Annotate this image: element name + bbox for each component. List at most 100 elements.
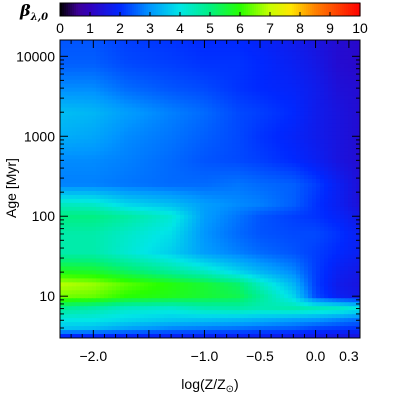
heatmap-cell xyxy=(156,75,161,81)
heatmap-cell xyxy=(172,63,177,69)
colorbar-segment xyxy=(266,3,269,16)
heatmap-cell xyxy=(256,210,261,216)
heatmap-cell xyxy=(244,159,249,164)
heatmap-cell xyxy=(304,131,309,136)
heatmap-cell xyxy=(200,163,205,168)
heatmap-cell xyxy=(192,262,197,268)
heatmap-cell xyxy=(96,190,101,196)
heatmap-cell xyxy=(340,87,345,93)
heatmap-cell xyxy=(124,222,129,228)
heatmap-cell xyxy=(276,43,281,49)
heatmap-cell xyxy=(60,254,65,260)
heatmap-cell xyxy=(224,206,229,212)
heatmap-cell xyxy=(276,47,281,53)
heatmap-cell xyxy=(196,270,201,276)
heatmap-cell xyxy=(152,274,157,279)
heatmap-cell xyxy=(340,194,345,200)
heatmap-cell xyxy=(88,242,93,248)
heatmap-cell xyxy=(244,175,249,180)
heatmap-cell xyxy=(132,131,137,136)
heatmap-cell xyxy=(164,103,169,109)
heatmap-cell xyxy=(124,119,129,125)
heatmap-cell xyxy=(344,214,349,220)
heatmap-cell xyxy=(308,262,313,268)
heatmap-cell xyxy=(160,159,165,164)
heatmap-cell xyxy=(96,71,101,77)
heatmap-cell xyxy=(336,131,341,136)
heatmap-cell xyxy=(212,139,217,144)
heatmap-cell xyxy=(136,183,141,188)
heatmap-cell xyxy=(80,87,85,93)
heatmap-cell xyxy=(196,214,201,220)
heatmap-cell xyxy=(204,183,209,188)
heatmap-cell xyxy=(284,119,289,125)
heatmap-cell xyxy=(224,190,229,196)
heatmap-cell xyxy=(96,147,101,152)
heatmap-cell xyxy=(240,171,245,176)
heatmap-cell xyxy=(128,294,133,299)
heatmap-cell xyxy=(348,218,353,224)
heatmap-cell xyxy=(324,63,329,69)
heatmap-cell xyxy=(220,79,225,85)
heatmap-cell xyxy=(152,214,157,220)
heatmap-cell xyxy=(252,155,257,160)
heatmap-cell xyxy=(88,187,93,192)
heatmap-cell xyxy=(244,87,249,93)
heatmap-cell xyxy=(160,107,165,113)
heatmap-cell xyxy=(236,159,241,164)
heatmap-cell xyxy=(232,111,237,117)
heatmap-cell xyxy=(208,222,213,228)
heatmap-cell xyxy=(172,262,177,268)
heatmap-cell xyxy=(164,230,169,236)
heatmap-cell xyxy=(80,127,85,132)
heatmap-cell xyxy=(152,99,157,105)
heatmap-cell xyxy=(68,127,73,132)
heatmap-cell xyxy=(236,123,241,129)
heatmap-cell xyxy=(144,250,149,256)
heatmap-cell xyxy=(152,103,157,109)
heatmap-cell xyxy=(272,238,277,244)
heatmap-cell xyxy=(280,234,285,240)
heatmap-cell xyxy=(208,234,213,240)
heatmap-cell xyxy=(284,51,289,57)
heatmap-cell xyxy=(60,127,65,132)
heatmap-cell xyxy=(144,254,149,260)
heatmap-cell xyxy=(212,79,217,85)
heatmap-cell xyxy=(144,163,149,168)
heatmap-cell xyxy=(352,266,357,272)
heatmap-cell xyxy=(244,198,249,204)
heatmap-cell xyxy=(152,123,157,129)
heatmap-cell xyxy=(148,266,153,272)
heatmap-cell xyxy=(220,163,225,168)
heatmap-cell xyxy=(152,63,157,69)
heatmap-cell xyxy=(180,63,185,69)
heatmap-cell xyxy=(260,290,265,295)
heatmap-cell xyxy=(264,147,269,152)
heatmap-cell xyxy=(180,119,185,125)
heatmap-cell xyxy=(180,274,185,279)
heatmap-cell xyxy=(184,131,189,136)
heatmap-cell xyxy=(108,286,113,291)
heatmap-cell xyxy=(272,226,277,232)
heatmap-cell xyxy=(228,250,233,256)
heatmap-cell xyxy=(164,59,169,65)
heatmap-cell xyxy=(336,258,341,264)
heatmap-cell xyxy=(160,119,165,125)
heatmap-cell xyxy=(268,234,273,240)
heatmap-cell xyxy=(352,59,357,65)
heatmap-cell xyxy=(208,230,213,236)
heatmap-cell xyxy=(140,139,145,144)
heatmap-cell xyxy=(308,222,313,228)
heatmap-cell xyxy=(144,218,149,224)
heatmap-cell xyxy=(92,198,97,204)
heatmap-cell xyxy=(180,234,185,240)
heatmap-cell xyxy=(204,274,209,279)
heatmap-cell xyxy=(132,179,137,184)
heatmap-cell xyxy=(100,214,105,220)
heatmap-cell xyxy=(348,143,353,148)
heatmap-cell xyxy=(328,202,333,208)
heatmap-cell xyxy=(104,71,109,77)
heatmap-cell xyxy=(152,47,157,53)
heatmap-cell xyxy=(156,127,161,132)
heatmap-cell xyxy=(204,218,209,224)
